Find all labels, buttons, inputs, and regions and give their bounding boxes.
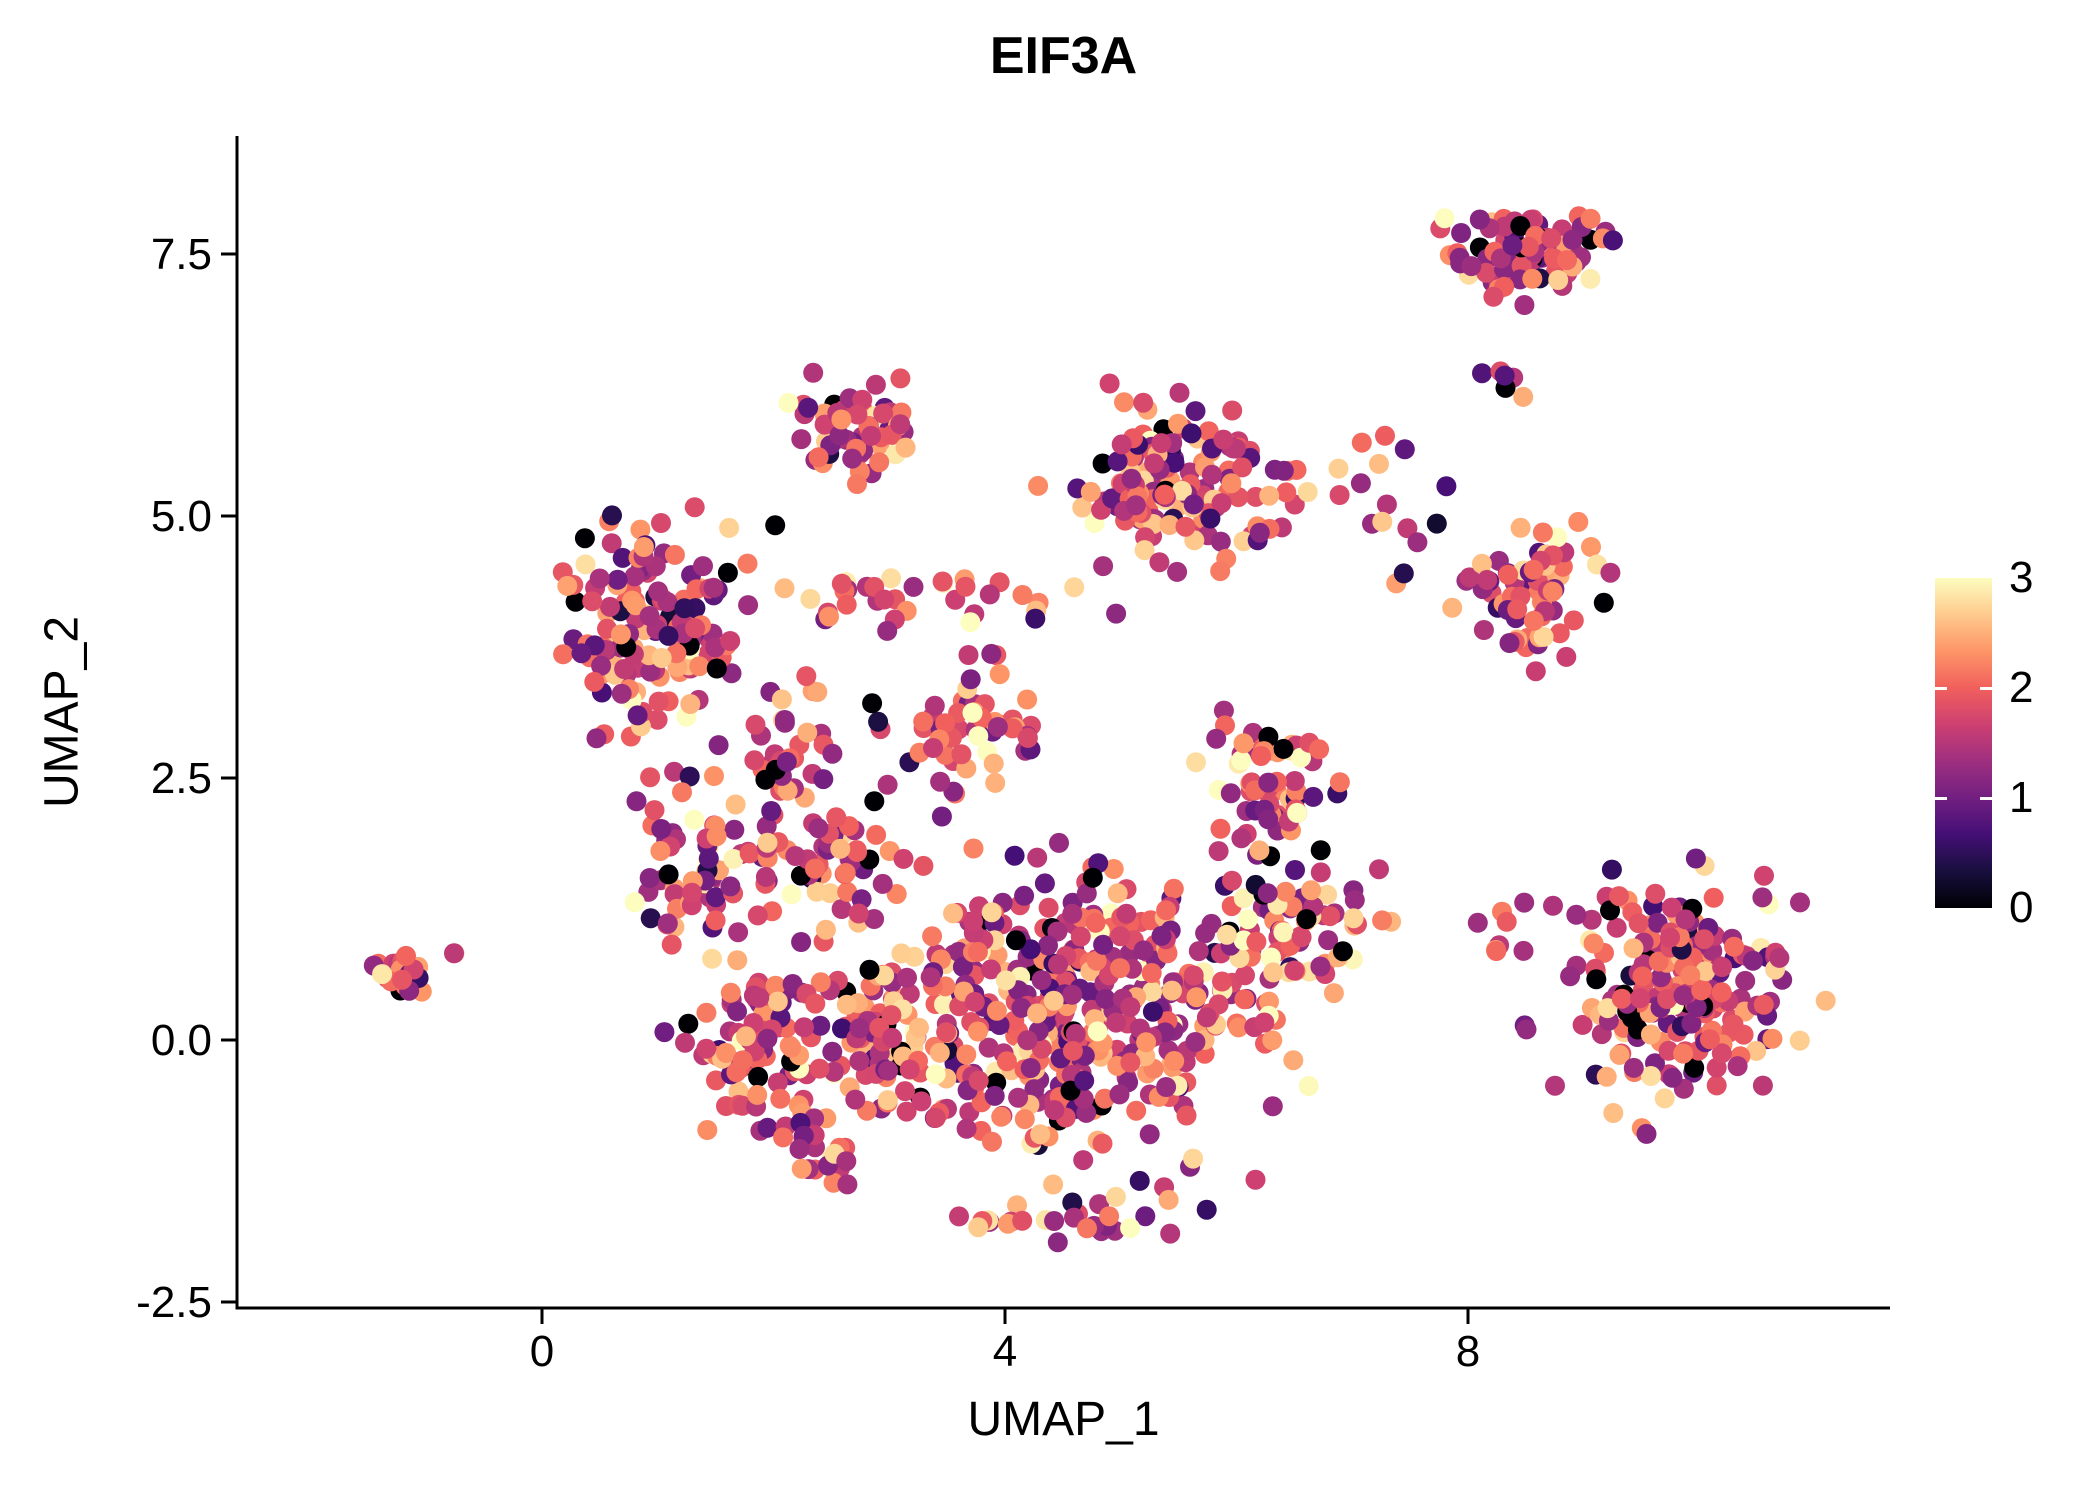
colorbar-tick-mark [1935, 686, 1947, 690]
y-tick-label: 2.5 [151, 754, 212, 803]
colorbar-tick-mark [1935, 796, 1947, 800]
x-tick-label: 0 [530, 1327, 554, 1376]
y-tick-label: 7.5 [151, 230, 212, 279]
points-layer [363, 206, 1836, 1253]
y-tick-label: 5.0 [151, 492, 212, 541]
colorbar-tick-label: 3 [2009, 553, 2034, 602]
colorbar-tick-mark [1980, 796, 1992, 800]
y-tick-label: 0.0 [151, 1016, 212, 1065]
x-tick-label: 8 [1456, 1327, 1480, 1376]
x-axis-label: UMAP_1 [967, 1393, 1160, 1446]
chart-title: EIF3A [989, 27, 1138, 85]
colorbar-tick-label: 2 [2009, 663, 2034, 712]
colorbar-tick-mark [1980, 686, 1992, 690]
colorbar-gradient [1935, 578, 1992, 908]
colorbar-tick-label: 0 [2009, 883, 2034, 932]
colorbar-tick-label: 1 [2009, 773, 2034, 822]
axes: 0 4 8 -2.5 0.0 2.5 5.0 7.5 [136, 136, 1890, 1376]
x-tick-label: 4 [993, 1327, 1017, 1376]
y-tick-label: -2.5 [136, 1278, 212, 1327]
colorbar-legend: 0 1 2 3 [1935, 553, 2033, 932]
